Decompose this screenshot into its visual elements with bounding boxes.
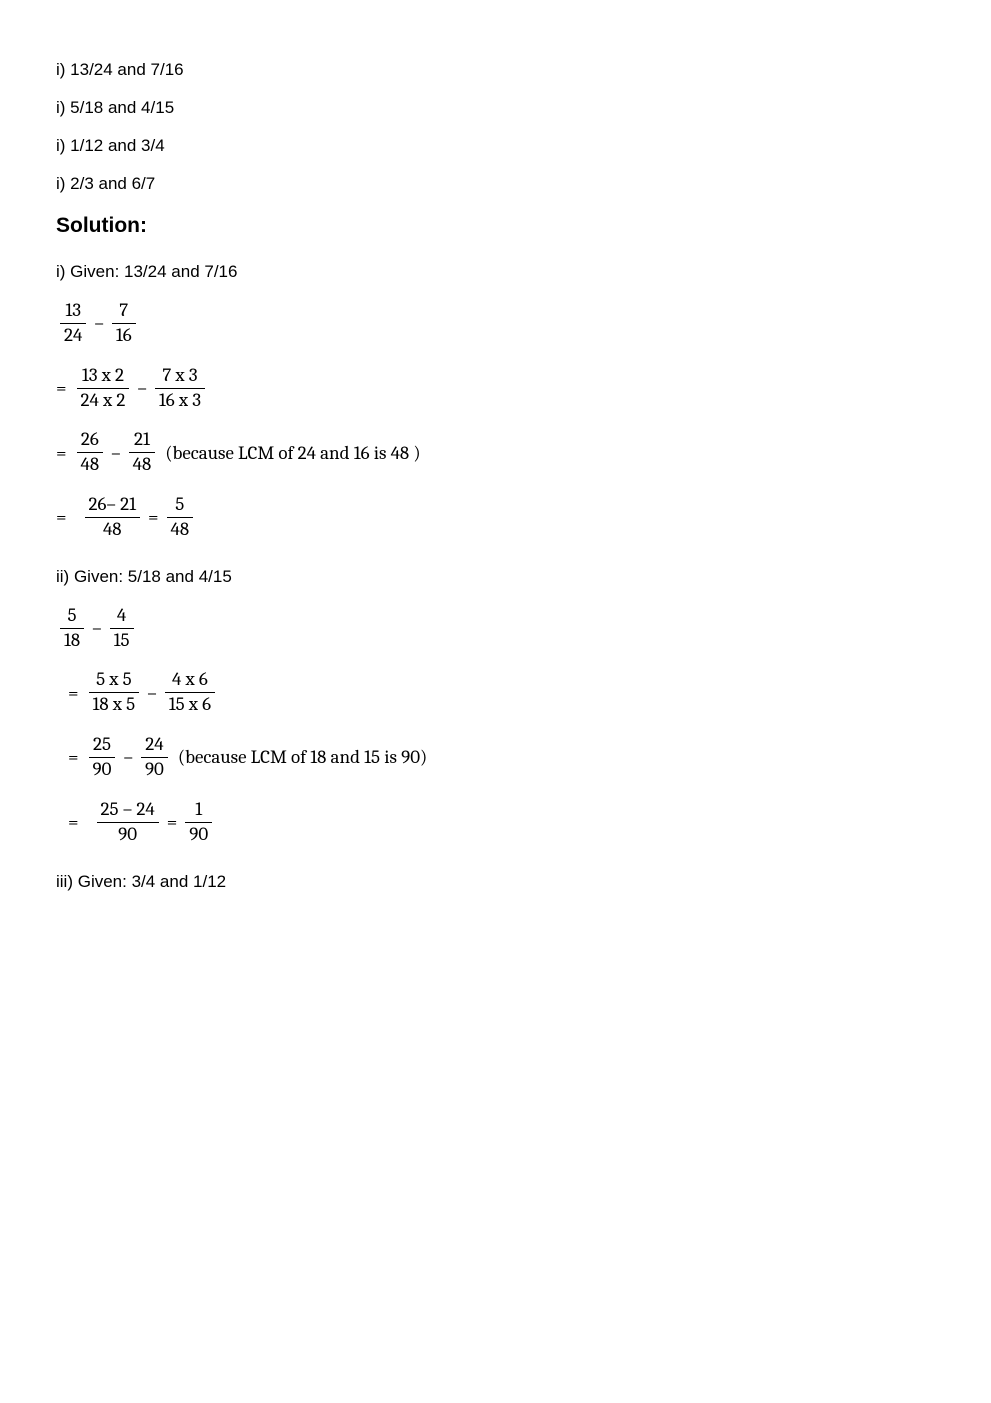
fraction: 13 x 2 24 x 2: [77, 365, 130, 412]
problem-3: i) 1/12 and 3/4: [56, 136, 935, 156]
problem-2: i) 5/18 and 4/15: [56, 98, 935, 118]
numerator: 13 x 2: [77, 365, 130, 389]
minus-operator: –: [123, 746, 133, 768]
numerator: 5 x 5: [89, 669, 140, 693]
fraction: 4 15: [110, 605, 134, 652]
numerator: 25: [89, 734, 116, 758]
sol1-given: i) Given: 13/24 and 7/16: [56, 262, 935, 282]
denominator: 16 x 3: [155, 389, 205, 412]
fraction: 1 90: [185, 799, 212, 846]
denominator: 90: [97, 823, 159, 846]
sol3-given: iii) Given: 3/4 and 1/12: [56, 872, 935, 892]
numerator: 21: [129, 429, 156, 453]
fraction: 13 24: [60, 300, 86, 347]
numerator: 4: [110, 605, 134, 629]
equals-sign: =: [167, 811, 178, 833]
minus-operator: –: [137, 377, 147, 399]
equals-sign: =: [56, 442, 67, 464]
numerator: 7 x 3: [155, 365, 205, 389]
numerator: 5: [167, 494, 194, 518]
numerator: 7: [112, 300, 136, 324]
denominator: 90: [141, 758, 168, 781]
denominator: 24: [60, 324, 86, 347]
sol1-step3: = 26 48 – 21 48 (because LCM of 24 and 1…: [56, 429, 935, 476]
equals-sign: =: [68, 746, 79, 768]
fraction: 4 x 6 15 x 6: [165, 669, 215, 716]
numerator: 13: [60, 300, 86, 324]
fraction: 25 – 24 90: [97, 799, 159, 846]
solution-heading: Solution:: [56, 214, 935, 238]
fraction: 5 18: [60, 605, 84, 652]
lcm-note: (because LCM of 24 and 16 is 48 ): [165, 442, 420, 464]
fraction: 25 90: [89, 734, 116, 781]
equals-sign: =: [68, 811, 79, 833]
equals-sign: =: [56, 377, 67, 399]
minus-operator: –: [94, 312, 104, 334]
numerator: 26– 21: [85, 494, 140, 518]
sol1-step4: = 26– 21 48 = 5 48: [56, 494, 935, 541]
numerator: 1: [185, 799, 212, 823]
sol1-step1: 13 24 – 7 16: [56, 300, 935, 347]
denominator: 48: [129, 453, 156, 476]
fraction: 5 48: [167, 494, 194, 541]
problem-4: i) 2/3 and 6/7: [56, 174, 935, 194]
fraction: 26 48: [77, 429, 104, 476]
denominator: 15: [110, 629, 134, 652]
equals-sign: =: [148, 506, 159, 528]
fraction: 5 x 5 18 x 5: [89, 669, 140, 716]
denominator: 24 x 2: [77, 389, 130, 412]
equals-sign: =: [68, 682, 79, 704]
denominator: 90: [185, 823, 212, 846]
sol2-step3: = 25 90 – 24 90 (because LCM of 18 and 1…: [56, 734, 935, 781]
sol2-step1: 5 18 – 4 15: [56, 605, 935, 652]
denominator: 18 x 5: [89, 693, 140, 716]
denominator: 18: [60, 629, 84, 652]
sol1-step2: = 13 x 2 24 x 2 – 7 x 3 16 x 3: [56, 365, 935, 412]
denominator: 48: [77, 453, 104, 476]
minus-operator: –: [111, 442, 121, 464]
numerator: 26: [77, 429, 104, 453]
document-page: i) 13/24 and 7/16 i) 5/18 and 4/15 i) 1/…: [0, 0, 991, 1110]
denominator: 48: [167, 518, 194, 541]
problem-1: i) 13/24 and 7/16: [56, 60, 935, 80]
sol2-step4: = 25 – 24 90 = 1 90: [56, 799, 935, 846]
numerator: 24: [141, 734, 168, 758]
fraction: 7 x 3 16 x 3: [155, 365, 205, 412]
fraction: 24 90: [141, 734, 168, 781]
minus-operator: –: [92, 617, 102, 639]
denominator: 16: [112, 324, 136, 347]
lcm-note: (because LCM of 18 and 15 is 90): [178, 746, 427, 768]
minus-operator: –: [147, 682, 157, 704]
numerator: 5: [60, 605, 84, 629]
denominator: 48: [85, 518, 140, 541]
sol2-step2: = 5 x 5 18 x 5 – 4 x 6 15 x 6: [56, 669, 935, 716]
numerator: 4 x 6: [165, 669, 215, 693]
fraction: 26– 21 48: [85, 494, 140, 541]
equals-sign: =: [56, 506, 67, 528]
denominator: 90: [89, 758, 116, 781]
numerator: 25 – 24: [97, 799, 159, 823]
fraction: 21 48: [129, 429, 156, 476]
sol2-given: ii) Given: 5/18 and 4/15: [56, 567, 935, 587]
fraction: 7 16: [112, 300, 136, 347]
denominator: 15 x 6: [165, 693, 215, 716]
